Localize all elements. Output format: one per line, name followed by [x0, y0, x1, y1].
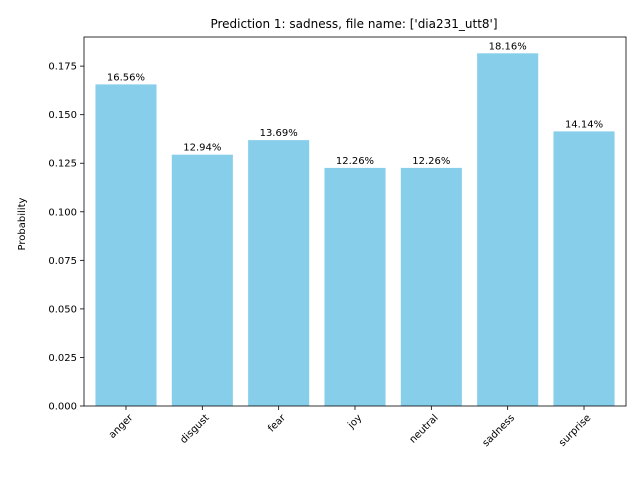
x-tick-label-surprise: surprise	[557, 413, 593, 449]
bar-value-label-fear: 13.69%	[260, 128, 298, 139]
x-tick-label-fear: fear	[266, 412, 288, 434]
bar-disgust	[171, 154, 233, 406]
y-tick-label-0.150: 0.150	[48, 110, 77, 121]
bar-value-label-sadness: 18.16%	[489, 41, 527, 52]
x-tick-label-disgust: disgust	[178, 413, 211, 446]
y-tick-label-0.125: 0.125	[48, 159, 77, 170]
y-tick-label-0.000: 0.000	[48, 402, 77, 413]
y-axis-label: Probability	[17, 197, 28, 250]
bar-value-label-anger: 16.56%	[107, 72, 145, 83]
bar-anger	[95, 84, 157, 407]
y-tick-label-0.175: 0.175	[48, 62, 77, 73]
chart-title: Prediction 1: sadness, file name: ['dia2…	[210, 17, 497, 31]
bar-value-label-neutral: 12.26%	[412, 156, 450, 167]
x-tick-label-neutral: neutral	[408, 413, 441, 446]
x-tick-label-sadness: sadness	[481, 413, 517, 449]
y-tick-label-0.050: 0.050	[48, 304, 77, 315]
bar-neutral	[400, 167, 462, 406]
bar-sadness	[477, 53, 539, 406]
plot-area: 16.56% anger 12.94% disgust 13.69% fear 12.26%…	[48, 36, 627, 449]
bar-surprise	[553, 131, 615, 406]
bar-value-label-joy: 12.26%	[336, 156, 374, 167]
axes-frame	[83, 36, 627, 407]
y-tick-label-0.075: 0.075	[48, 256, 77, 267]
bar-value-label-surprise: 14.14%	[565, 119, 603, 130]
x-tick-label-joy: joy	[345, 413, 364, 432]
x-tick-label-anger: anger	[107, 412, 136, 441]
bar-value-label-disgust: 12.94%	[183, 143, 221, 154]
y-tick-label-0.100: 0.100	[48, 207, 77, 218]
y-tick-label-0.025: 0.025	[48, 353, 77, 364]
bar-fear	[248, 140, 310, 406]
bar-joy	[324, 167, 386, 406]
